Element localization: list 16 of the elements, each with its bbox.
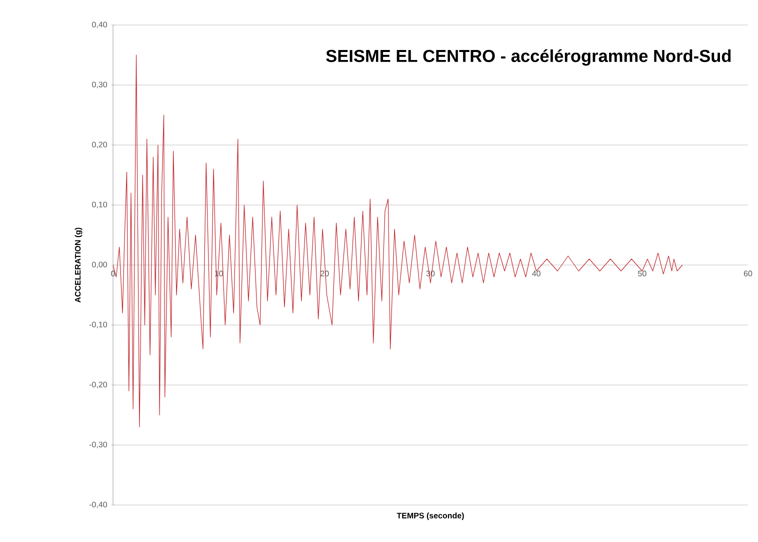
y-tick-label: 0,00: [92, 262, 108, 268]
x-tick-label: 0: [111, 270, 115, 276]
y-tick-label: -0,30: [89, 442, 108, 448]
y-tick-label: -0,10: [89, 322, 108, 328]
x-tick-label: 50: [638, 270, 646, 276]
y-tick-label: 0,10: [92, 202, 108, 208]
y-tick-label: 0,40: [92, 22, 108, 28]
y-axis-title: ACCELERATION (g): [74, 228, 82, 302]
x-axis-title: TEMPS (seconde): [396, 512, 464, 520]
x-tick-label: 40: [532, 270, 540, 276]
y-tick-label: -0,20: [89, 382, 108, 388]
y-tick-label: 0,20: [92, 142, 108, 148]
y-tick-label: -0,40: [89, 502, 108, 508]
text: SEISME EL CENTRO - accélérogramme Nord-Sud: [326, 49, 731, 66]
x-tick-label: 60: [744, 270, 752, 276]
y-tick-label: 0,30: [92, 82, 108, 88]
